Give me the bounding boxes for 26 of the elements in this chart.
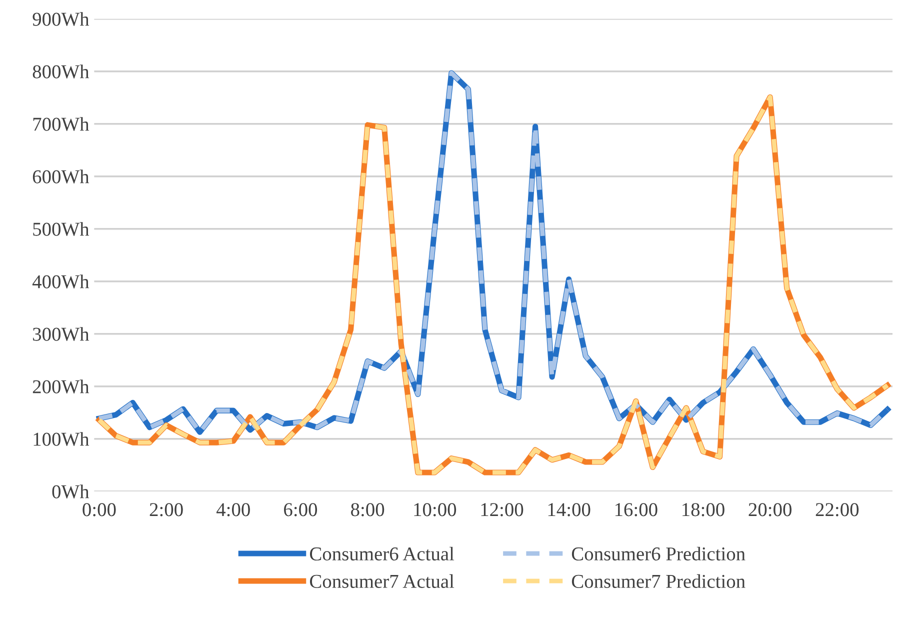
y-tick-label: 500Wh xyxy=(33,222,90,236)
legend-label: Consumer6 Prediction xyxy=(572,546,746,561)
legend-label: Consumer7 Actual xyxy=(310,574,454,588)
x-tick-label: 12:00 xyxy=(481,503,524,516)
x-tick-label: 22:00 xyxy=(816,503,859,516)
x-tick-label: 8:00 xyxy=(351,503,384,516)
x-tick-label: 20:00 xyxy=(748,503,792,516)
x-tick-label: 6:00 xyxy=(284,503,318,516)
y-tick-label: 400Wh xyxy=(32,274,90,288)
x-tick-label: 14:00 xyxy=(548,503,590,516)
x-tick-label: 0:00 xyxy=(82,503,116,516)
y-tick-label: 300Wh xyxy=(33,327,90,341)
legend-label: Consumer7 Prediction xyxy=(572,574,746,588)
x-tick-label: 18:00 xyxy=(682,503,724,516)
x-tick-label: 10:00 xyxy=(414,503,456,516)
y-tick-label: 200Wh xyxy=(32,380,90,394)
x-tick-label: 2:00 xyxy=(150,503,183,516)
y-tick-label: 0Wh xyxy=(52,484,90,498)
y-tick-label: 900Wh xyxy=(32,12,90,26)
y-tick-label: 100Wh xyxy=(34,432,90,446)
legend-label: Consumer6 Actual xyxy=(310,546,454,561)
y-tick-label: 800Wh xyxy=(32,64,90,78)
y-tick-label: 700Wh xyxy=(33,117,90,131)
x-tick-label: 16:00 xyxy=(615,503,658,516)
x-tick-label: 4:00 xyxy=(216,503,250,516)
y-tick-label: 600Wh xyxy=(32,170,90,184)
